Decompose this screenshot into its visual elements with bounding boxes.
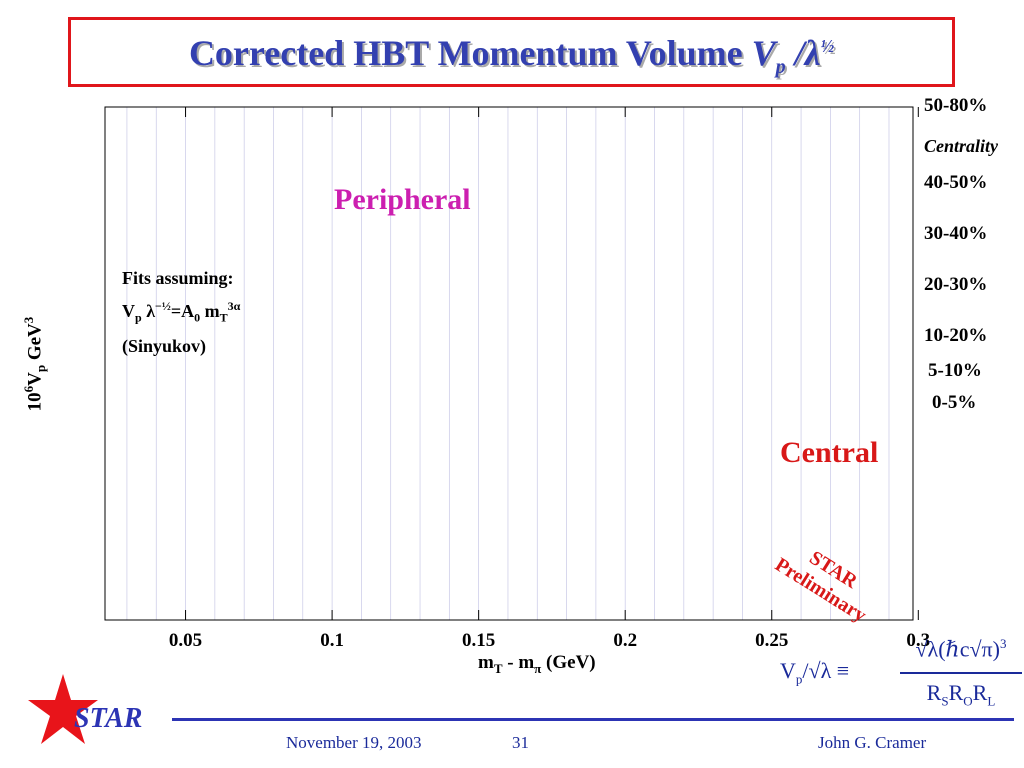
ylabel-v-sub: p xyxy=(33,364,49,373)
formula-den-r3: R xyxy=(972,680,988,705)
formula-numerator: √λ(ℏc√π)3 xyxy=(900,636,1022,662)
ylabel-pre: 10 xyxy=(24,392,46,412)
chart-grid xyxy=(126,107,890,620)
fit-eq: =A xyxy=(170,301,195,321)
formula-fraction-bar xyxy=(900,672,1022,674)
title-frame: Corrected HBT Momentum Volume Vp /λ½ xyxy=(68,17,955,87)
formula-den-o: O xyxy=(963,693,973,709)
x-tick-label: 0.15 xyxy=(462,630,495,651)
fit-v: V xyxy=(122,301,135,321)
footer-date: November 19, 2003 xyxy=(286,733,422,752)
formula-den-r: R xyxy=(926,680,942,705)
star-logo-icon xyxy=(28,674,98,744)
star-logo-text: STAR xyxy=(74,703,143,734)
x-axis-label: mT - mπ (GeV) xyxy=(478,652,596,677)
legend-heading: Centrality xyxy=(924,136,999,156)
title-text: Corrected HBT Momentum Volume xyxy=(188,33,743,73)
footer-author: John G. Cramer xyxy=(818,733,927,752)
x-tick-label: 0.2 xyxy=(613,630,637,651)
fit-note-line-1: Fits assuming: xyxy=(122,268,234,288)
xlabel-mid: - m xyxy=(502,652,535,673)
formula-lhs-rest: /√λ ≡ xyxy=(802,658,850,683)
xlabel-unit: (GeV) xyxy=(541,652,596,673)
formula-den-l: L xyxy=(987,693,996,709)
fit-note-line-3: (Sinyukov) xyxy=(122,335,207,356)
fit-note-line-2: Vp λ−½=A0 mT3α xyxy=(122,292,240,332)
x-tick-label: 0.1 xyxy=(320,630,344,651)
formula-v: V xyxy=(780,658,796,683)
formula-den-r2: R xyxy=(948,680,964,705)
x-tick-label: 0.05 xyxy=(169,630,202,651)
plot-frame xyxy=(104,106,914,621)
fit-m-exp: 3α xyxy=(227,299,241,313)
title-half: ½ xyxy=(820,36,835,56)
fit-lambda: λ xyxy=(141,301,156,321)
y-axis-label: 106Vp GeV3 xyxy=(21,289,49,439)
fit-lambda-exp: −½ xyxy=(155,299,171,313)
formula-denominator: RSRORL xyxy=(900,680,1022,709)
ylabel-unit: GeV xyxy=(24,323,46,365)
ylabel-v: V xyxy=(24,372,46,386)
legend-item-5: 5-10% xyxy=(928,360,982,381)
legend-item-4: 10-20% xyxy=(924,325,987,346)
fit-note: Fits assuming: Vp λ−½=A0 mT3α (Sinyukov) xyxy=(122,264,240,360)
axis-ticks: 2000150010007005003002001500.050.10.150.… xyxy=(169,107,930,651)
ylabel-unit-exp: 3 xyxy=(20,316,36,324)
x-tick-label: 0.25 xyxy=(755,630,788,651)
formula-den-s: S xyxy=(941,693,949,709)
fit-v-sub: p xyxy=(135,310,142,325)
xlabel-m: m xyxy=(478,652,494,673)
formula-lhs: Vp/√λ ≡ xyxy=(780,658,849,687)
formula-num: √λ(ℏc√π) xyxy=(915,636,1000,662)
fit-a-sub: 0 xyxy=(194,310,201,325)
legend-item-1: 40-50% xyxy=(924,172,987,193)
title-lambda: /λ xyxy=(785,33,821,73)
page-title: Corrected HBT Momentum Volume Vp /λ½ xyxy=(71,32,952,79)
peripheral-label: Peripheral xyxy=(334,183,471,216)
legend-item-2: 30-40% xyxy=(924,223,987,244)
central-label: Central xyxy=(780,436,879,469)
fit-m-sub: T xyxy=(219,310,228,325)
x-tick-label: 0.3 xyxy=(906,630,930,651)
xlabel-m-sub: T xyxy=(493,660,503,676)
legend-item-3: 20-30% xyxy=(924,274,987,295)
title-v: V xyxy=(751,33,776,73)
title-v-sub: p xyxy=(775,56,786,79)
footer-rule xyxy=(172,718,1014,721)
formula-num-exp: 3 xyxy=(1000,636,1007,651)
chart-legend: 50-80% 40-50% 30-40% 20-30% 10-20% 5-10% 0-5% C… xyxy=(924,95,999,413)
ylabel-exp: 6 xyxy=(20,385,36,393)
footer-page-number: 31 xyxy=(512,733,529,752)
fit-m: m xyxy=(200,301,220,321)
legend-item-0: 50-80% xyxy=(924,95,987,116)
xlabel-pi-sub: π xyxy=(534,660,542,676)
formula-v-sub: p xyxy=(795,671,803,687)
legend-item-6: 0-5% xyxy=(932,392,976,413)
